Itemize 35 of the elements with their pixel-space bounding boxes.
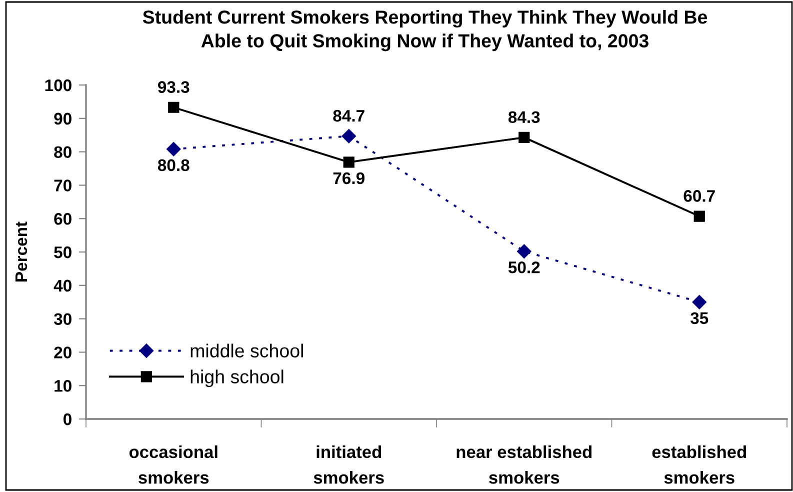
- y-tick-label: 0: [64, 413, 72, 426]
- point: [342, 129, 356, 144]
- data-label: 60.7: [684, 190, 715, 202]
- y-tick-label: 30: [54, 313, 72, 326]
- y-axis-title: Percent: [15, 222, 28, 282]
- point: [694, 210, 705, 222]
- data-label: 84.3: [508, 111, 540, 124]
- data-label: 93.3: [158, 81, 190, 93]
- data-label: 80.8: [158, 159, 190, 172]
- chart-title: Student Current Smokers Reporting They Think They Would Be Able to Quit Smoking Now if They Wanted to, 2003: [142, 10, 708, 52]
- x-tick-label: initiated smokers: [314, 445, 384, 484]
- y-tick-label: 90: [54, 112, 72, 125]
- y-tick-label: 10: [54, 380, 72, 392]
- point: [692, 295, 706, 310]
- y-tick-label: 100: [45, 79, 72, 92]
- x-tick-label: near established smokers: [456, 445, 592, 484]
- legend-label: high school: [190, 370, 284, 388]
- point: [168, 102, 180, 113]
- data-label: 76.9: [333, 172, 364, 184]
- x-tick-label: established smokers: [652, 445, 746, 484]
- y-tick-label: 50: [54, 246, 72, 258]
- data-label: 35: [690, 312, 708, 324]
- y-tick-label: 20: [54, 346, 72, 358]
- y-tick-label: 80: [54, 146, 72, 158]
- point: [166, 142, 181, 156]
- y-tick-label: 40: [54, 280, 72, 292]
- point: [517, 244, 532, 258]
- y-tick-label: 70: [54, 180, 72, 192]
- legend-label: middle school: [190, 344, 303, 358]
- point: [343, 156, 354, 168]
- data-label: 50.2: [508, 261, 540, 274]
- y-tick-label: 60: [54, 213, 72, 225]
- x-tick-label: occasional smokers: [129, 445, 218, 484]
- data-label: 84.7: [333, 110, 364, 122]
- point: [518, 132, 530, 143]
